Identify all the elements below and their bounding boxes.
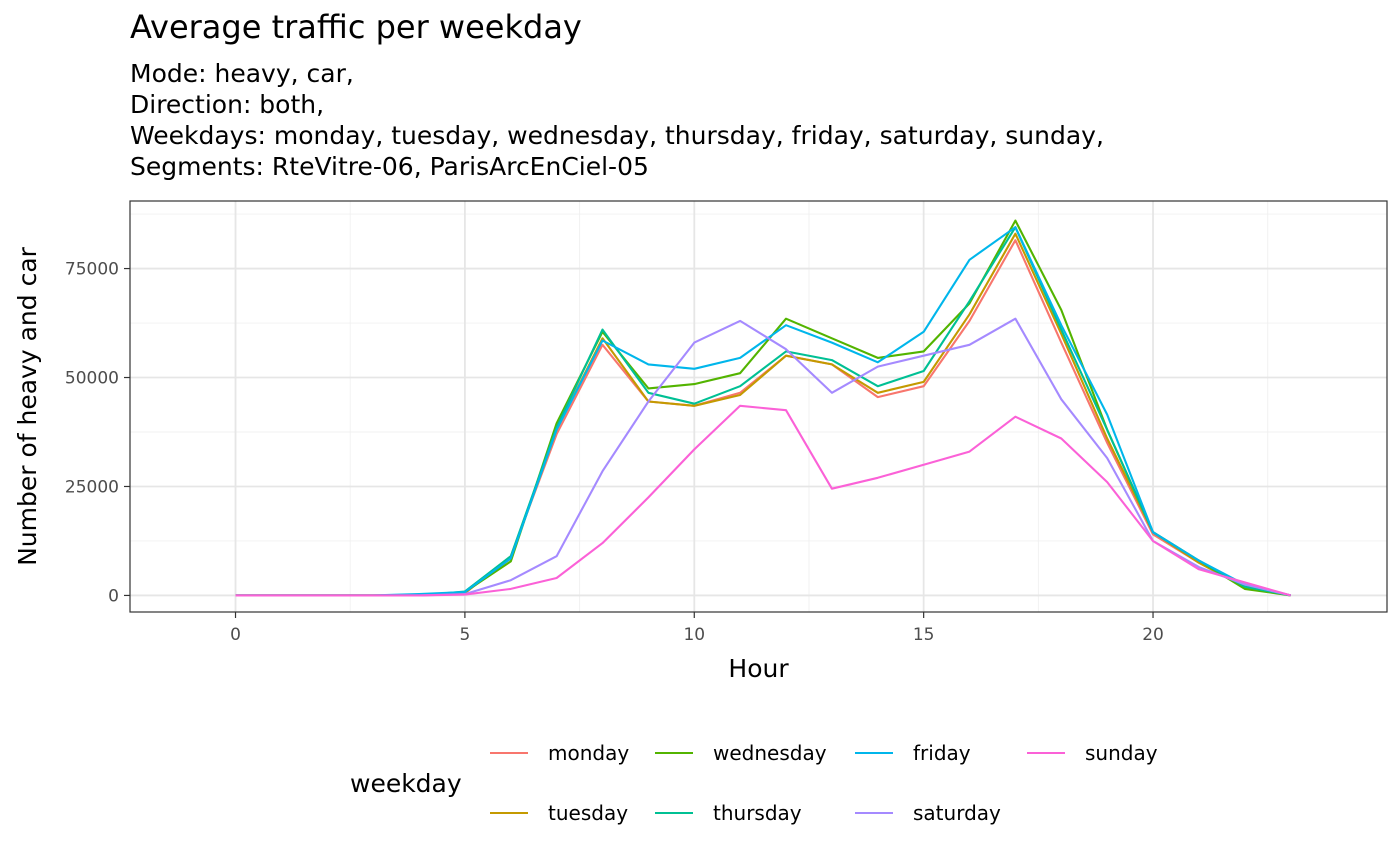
- x-tick-label: 20: [1142, 625, 1164, 645]
- legend-label-thursday: thursday: [713, 801, 802, 825]
- legend-label-monday: monday: [548, 741, 629, 765]
- y-tick-label: 0: [108, 586, 119, 606]
- subtitle-line-direction: Direction: both,: [130, 90, 325, 119]
- plot-panel-border: [129, 200, 1388, 613]
- chart-subtitle: Mode: heavy, car, Direction: both, Weekd…: [130, 58, 1104, 182]
- subtitle-line-weekdays: Weekdays: monday, tuesday, wednesday, th…: [130, 121, 1104, 150]
- grid-lines: [130, 201, 1387, 612]
- series-line-sunday: [235, 404, 1291, 597]
- series-line-monday: [235, 239, 1291, 597]
- legend-label-sunday: sunday: [1085, 741, 1158, 765]
- series-line-thursday: [235, 226, 1291, 597]
- x-tick-label: 15: [913, 625, 935, 645]
- x-axis-title: Hour: [728, 654, 789, 683]
- legend-title: weekday: [350, 769, 462, 798]
- y-tick-label: 75000: [65, 260, 119, 280]
- y-tick-label: 25000: [65, 477, 119, 497]
- subtitle-line-segments: Segments: RteVitre-06, ParisArcEnCiel-05: [130, 152, 649, 181]
- legend: weekday monday tuesday wednesday thursday fr…: [350, 741, 1158, 825]
- y-axis-title: Number of heavy and car: [13, 246, 42, 566]
- subtitle-line-mode: Mode: heavy, car,: [130, 59, 354, 88]
- chart-title: Average traffic per weekday: [130, 8, 582, 46]
- series-line-friday: [235, 226, 1291, 597]
- x-tick-label: 0: [230, 625, 241, 645]
- series-lines: [235, 219, 1291, 597]
- axis-ticks: 0 5 10 15 20 0 25000 50000 75000: [65, 260, 1164, 645]
- legend-label-friday: friday: [913, 741, 971, 765]
- x-tick-label: 5: [459, 625, 470, 645]
- legend-label-tuesday: tuesday: [548, 801, 628, 825]
- legend-label-wednesday: wednesday: [713, 741, 827, 765]
- series-line-saturday: [235, 317, 1291, 597]
- x-tick-label: 10: [683, 625, 705, 645]
- y-tick-label: 50000: [65, 369, 119, 389]
- legend-label-saturday: saturday: [913, 801, 1001, 825]
